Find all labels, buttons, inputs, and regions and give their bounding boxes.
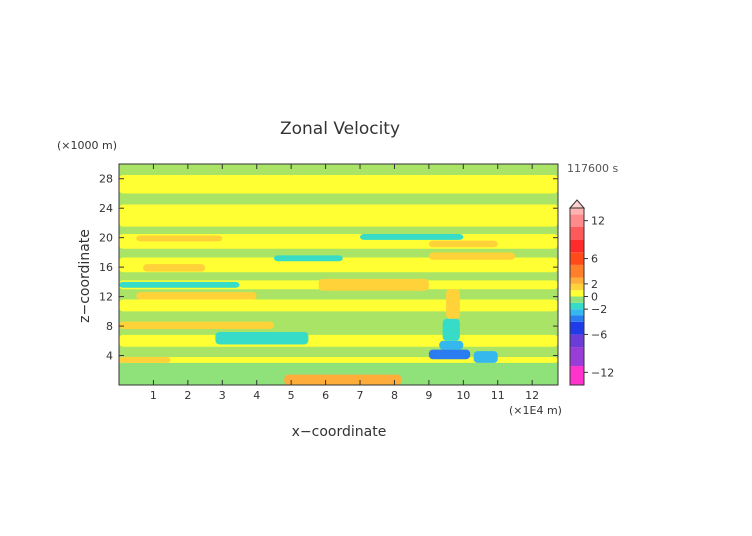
y-tick-label: 4 [106, 350, 113, 363]
velocity-region [360, 233, 464, 240]
colorbar-bin [570, 321, 584, 335]
colorbar-bin [570, 290, 584, 297]
velocity-region [428, 349, 471, 360]
velocity-region [119, 281, 240, 288]
time-label: 117600 s [567, 162, 618, 175]
y-tick-label: 8 [106, 320, 113, 333]
colorbar-tick-label: 12 [591, 215, 605, 228]
x-tick-label: 10 [456, 389, 470, 402]
velocity-region [318, 278, 429, 291]
x-tick-label: 11 [491, 389, 505, 402]
y-unit-label: (×1000 m) [57, 139, 117, 152]
colorbar-tick-label: −2 [591, 303, 607, 316]
colorbar-bin [570, 277, 584, 284]
y-axis: 4 8 12 16 20 24 28 [99, 173, 558, 363]
y-tick-label: 16 [99, 261, 113, 274]
colorbar-tick-label: −6 [591, 328, 607, 341]
x-tick-label: 4 [253, 389, 260, 402]
colorbar-tick-label: 2 [591, 278, 598, 291]
x-tick-label: 9 [425, 389, 432, 402]
velocity-region [284, 374, 402, 385]
velocity-field [119, 164, 558, 385]
colorbar-max-arrow [568, 199, 586, 209]
velocity-region [428, 240, 498, 248]
y-tick-label: 24 [99, 202, 113, 215]
velocity-region [119, 362, 558, 385]
velocity-region [442, 318, 460, 341]
x-tick-label: 2 [184, 389, 191, 402]
colorbar-bin [570, 366, 584, 385]
x-tick-label: 12 [525, 389, 539, 402]
velocity-region [119, 299, 558, 312]
y-tick-label: 12 [99, 291, 113, 304]
x-axis: 1 2 3 4 5 6 7 8 9 10 11 12 [150, 164, 539, 402]
colorbar-bin [570, 239, 584, 253]
colorbar-bins [570, 208, 584, 385]
y-tick-label: 20 [99, 232, 113, 245]
colorbar-ticks: 12 6 20−2 −6 −12 [584, 215, 614, 379]
plot-frame [118, 163, 559, 386]
velocity-region [136, 235, 223, 242]
colorbar-bin [570, 214, 584, 227]
colorbar-bin [570, 334, 584, 348]
colorbar-bin [570, 264, 584, 278]
velocity-region [119, 334, 558, 347]
velocity-region [136, 292, 257, 300]
y-axis-title: z−coordinate [77, 229, 93, 323]
colorbar-tick-label: 0 [591, 291, 598, 304]
velocity-region [439, 340, 464, 350]
velocity-region [119, 175, 558, 194]
colorbar-bin [570, 302, 584, 310]
velocity-region [119, 357, 171, 363]
velocity-region [143, 264, 206, 272]
colorbar-bin [570, 252, 584, 265]
colorbar-bin [570, 315, 584, 322]
colorbar-tick-label: −12 [591, 366, 614, 379]
field-background [119, 164, 558, 385]
x-tick-label: 3 [219, 389, 226, 402]
velocity-region [473, 351, 498, 363]
x-tick-label: 6 [322, 389, 329, 402]
colorbar-bin [570, 226, 584, 240]
x-axis-title: x−coordinate [292, 424, 387, 440]
x-tick-label: 8 [391, 389, 398, 402]
velocity-region [119, 257, 558, 273]
velocity-region [273, 255, 343, 262]
colorbar-bin [570, 208, 584, 215]
velocity-region [119, 204, 558, 227]
x-tick-label: 7 [357, 389, 364, 402]
velocity-region [446, 289, 460, 319]
y-tick-label: 28 [99, 173, 113, 186]
colorbar: 12 6 20−2 −6 −12 [568, 199, 614, 386]
colorbar-bin [570, 309, 584, 316]
chart-title: Zonal Velocity [280, 119, 400, 139]
colorbar-bin [570, 347, 584, 367]
velocity-region [215, 331, 309, 345]
colorbar-tick-label: 6 [591, 253, 598, 266]
colorbar-bin [570, 283, 584, 291]
x-unit-label: (×1E4 m) [509, 404, 562, 417]
x-tick-label: 1 [150, 389, 157, 402]
velocity-region [119, 321, 274, 330]
colorbar-bin [570, 296, 584, 303]
x-tick-label: 5 [288, 389, 295, 402]
velocity-region [428, 252, 515, 260]
